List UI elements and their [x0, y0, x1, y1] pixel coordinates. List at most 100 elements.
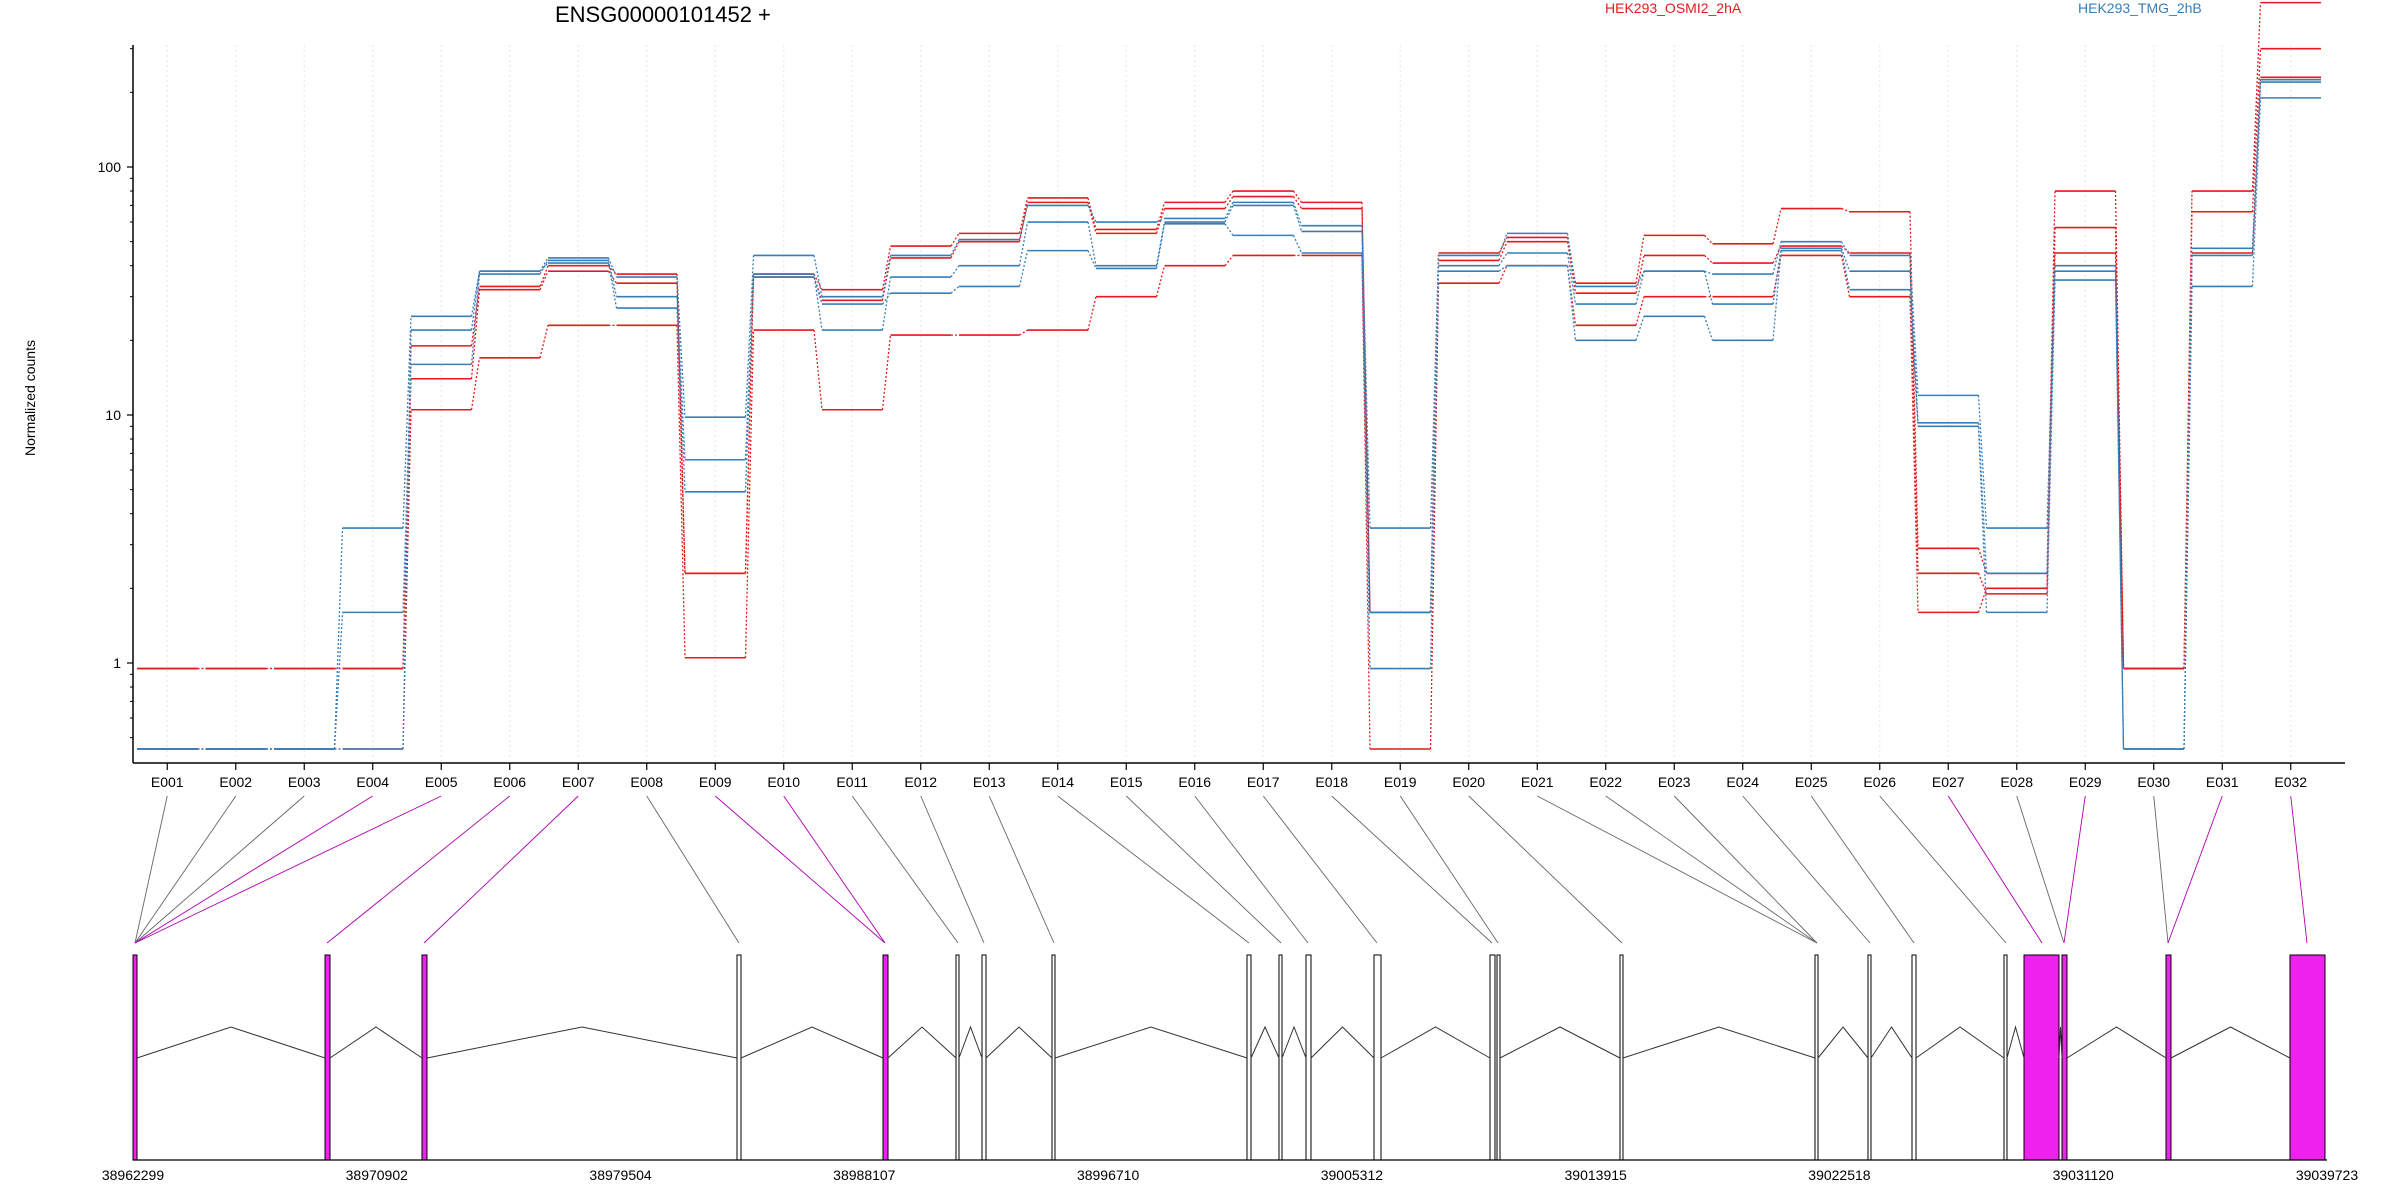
- connector-line: [1742, 795, 1871, 944]
- intron-line: [740, 1026, 884, 1059]
- series-transition: [1635, 255, 1645, 294]
- series-transition: [333, 528, 344, 750]
- series-transition: [1292, 190, 1303, 203]
- series-transition: [1224, 196, 1234, 209]
- genomic-coordinate-label: 39031120: [2053, 1167, 2114, 1183]
- connector-line: [2167, 795, 2223, 944]
- x-tick-label: E009: [699, 774, 732, 790]
- genomic-coordinate-label: 38962299: [102, 1167, 165, 1183]
- connector-line: [2016, 795, 2065, 944]
- series-transition: [1840, 250, 1851, 290]
- connector-line: [1194, 795, 1309, 944]
- intron-line: [1310, 1026, 1375, 1059]
- connector-line: [134, 795, 373, 944]
- exon-block-20: [2061, 954, 2068, 1161]
- series-transition: [402, 316, 412, 529]
- series-transition: [1018, 197, 1029, 234]
- connector-line: [1947, 795, 2043, 944]
- exon-block-9: [1278, 954, 1283, 1161]
- exon-block-1: [324, 954, 331, 1161]
- series-transition: [1909, 289, 1919, 427]
- exon-block-13: [1496, 954, 1501, 1161]
- series-transition: [1224, 202, 1234, 219]
- intron-line: [2170, 1026, 2291, 1059]
- series-transition: [1156, 217, 1165, 223]
- series-transition: [1019, 329, 1028, 336]
- series-transition: [1772, 208, 1782, 244]
- intron-line: [1817, 1026, 1869, 1059]
- intron-line: [1250, 1025, 1280, 1059]
- series-transition: [744, 330, 755, 658]
- y-tick-label: 100: [98, 159, 122, 175]
- x-tick-label: E012: [904, 774, 937, 790]
- series-transition: [1635, 235, 1645, 284]
- series-transition: [1977, 588, 1988, 613]
- x-tick-label: E016: [1178, 774, 1211, 790]
- series-transition: [1292, 235, 1303, 254]
- series-transition: [1772, 250, 1782, 341]
- exon-block-19: [2023, 954, 2060, 1161]
- series-transition: [2183, 286, 2193, 750]
- series-transition: [1224, 255, 1234, 267]
- x-tick-label: E018: [1315, 774, 1348, 790]
- intron-line: [2066, 1026, 2167, 1059]
- series-transition: [2251, 48, 2262, 212]
- y-tick-label: 10: [105, 407, 121, 423]
- x-tick-label: E017: [1247, 774, 1280, 790]
- x-tick-label: E008: [630, 774, 663, 790]
- series-transition: [1087, 205, 1097, 223]
- exon-block-11: [1373, 954, 1382, 1161]
- series-transition: [676, 276, 686, 418]
- intron-line: [1915, 1026, 2005, 1059]
- connector-line: [2290, 795, 2308, 944]
- series-transition: [950, 265, 960, 278]
- x-tick-label: E019: [1384, 774, 1417, 790]
- series-transition: [881, 335, 892, 410]
- x-tick-label: E011: [836, 774, 868, 790]
- series-transition: [676, 307, 686, 492]
- connector-line: [1262, 795, 1378, 944]
- series-transition: [676, 283, 686, 574]
- series-0: [137, 1, 2321, 670]
- intron-line: [1380, 1026, 1491, 1059]
- series-transition: [1429, 271, 1440, 669]
- x-tick-label: E006: [493, 774, 526, 790]
- x-tick-label: E003: [288, 774, 321, 790]
- series-4: [137, 81, 2321, 750]
- series-transition: [539, 260, 549, 275]
- series-transition: [1977, 426, 1988, 613]
- connector-line: [423, 795, 579, 944]
- series-transition: [1566, 241, 1577, 294]
- intron-line: [329, 1026, 423, 1059]
- series-transition: [1635, 296, 1645, 326]
- series-transition: [1977, 422, 1988, 574]
- x-tick-label: E010: [767, 774, 800, 790]
- series-transition: [2251, 2, 2262, 192]
- series-transition: [1840, 248, 1851, 272]
- series-transition: [539, 257, 549, 272]
- series-transition: [1087, 202, 1097, 234]
- intron-line: [1054, 1026, 1248, 1059]
- intron-line: [136, 1026, 326, 1059]
- series-transition: [676, 296, 686, 460]
- vertical-grid: [166, 45, 2292, 761]
- series-transition: [1704, 254, 1713, 264]
- connector-line: [1879, 795, 2007, 944]
- intron-line: [958, 1025, 983, 1059]
- x-tick-label: E025: [1795, 774, 1828, 790]
- connector-line: [714, 795, 886, 944]
- series-transition: [1429, 255, 1440, 529]
- connector-line: [1468, 795, 1623, 944]
- legend-entry-tmg: HEK293_TMG_2hB: [2078, 0, 2202, 16]
- series-transition: [1566, 252, 1577, 305]
- series-transition: [1361, 231, 1371, 613]
- series-transition: [1841, 207, 1850, 213]
- exon-block-0: [132, 954, 138, 1161]
- x-tick-label: E031: [2206, 774, 2239, 790]
- series-transition: [950, 239, 960, 256]
- series-transition: [2251, 79, 2262, 249]
- x-tick-label: E013: [973, 774, 1006, 790]
- connector-line: [1399, 795, 1499, 944]
- series-transition: [2183, 252, 2193, 669]
- exon-block-7: [1051, 954, 1056, 1161]
